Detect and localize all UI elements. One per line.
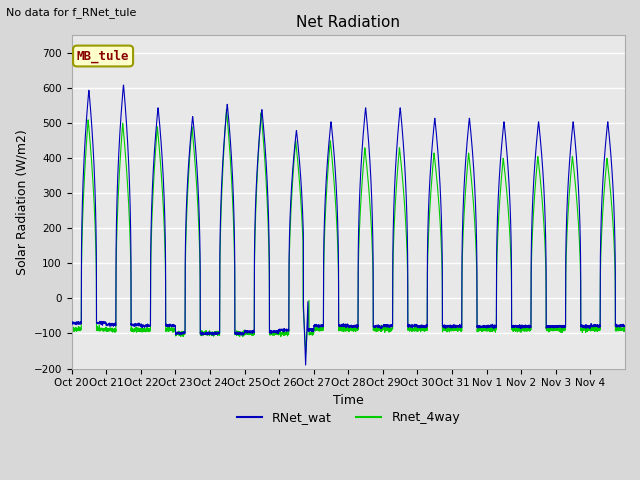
Text: No data for f_RNet_tule: No data for f_RNet_tule	[6, 7, 137, 18]
Title: Net Radiation: Net Radiation	[296, 15, 401, 30]
Y-axis label: Solar Radiation (W/m2): Solar Radiation (W/m2)	[15, 129, 28, 275]
Legend: RNet_wat, Rnet_4way: RNet_wat, Rnet_4way	[232, 406, 465, 429]
Text: MB_tule: MB_tule	[77, 49, 129, 63]
X-axis label: Time: Time	[333, 394, 364, 407]
